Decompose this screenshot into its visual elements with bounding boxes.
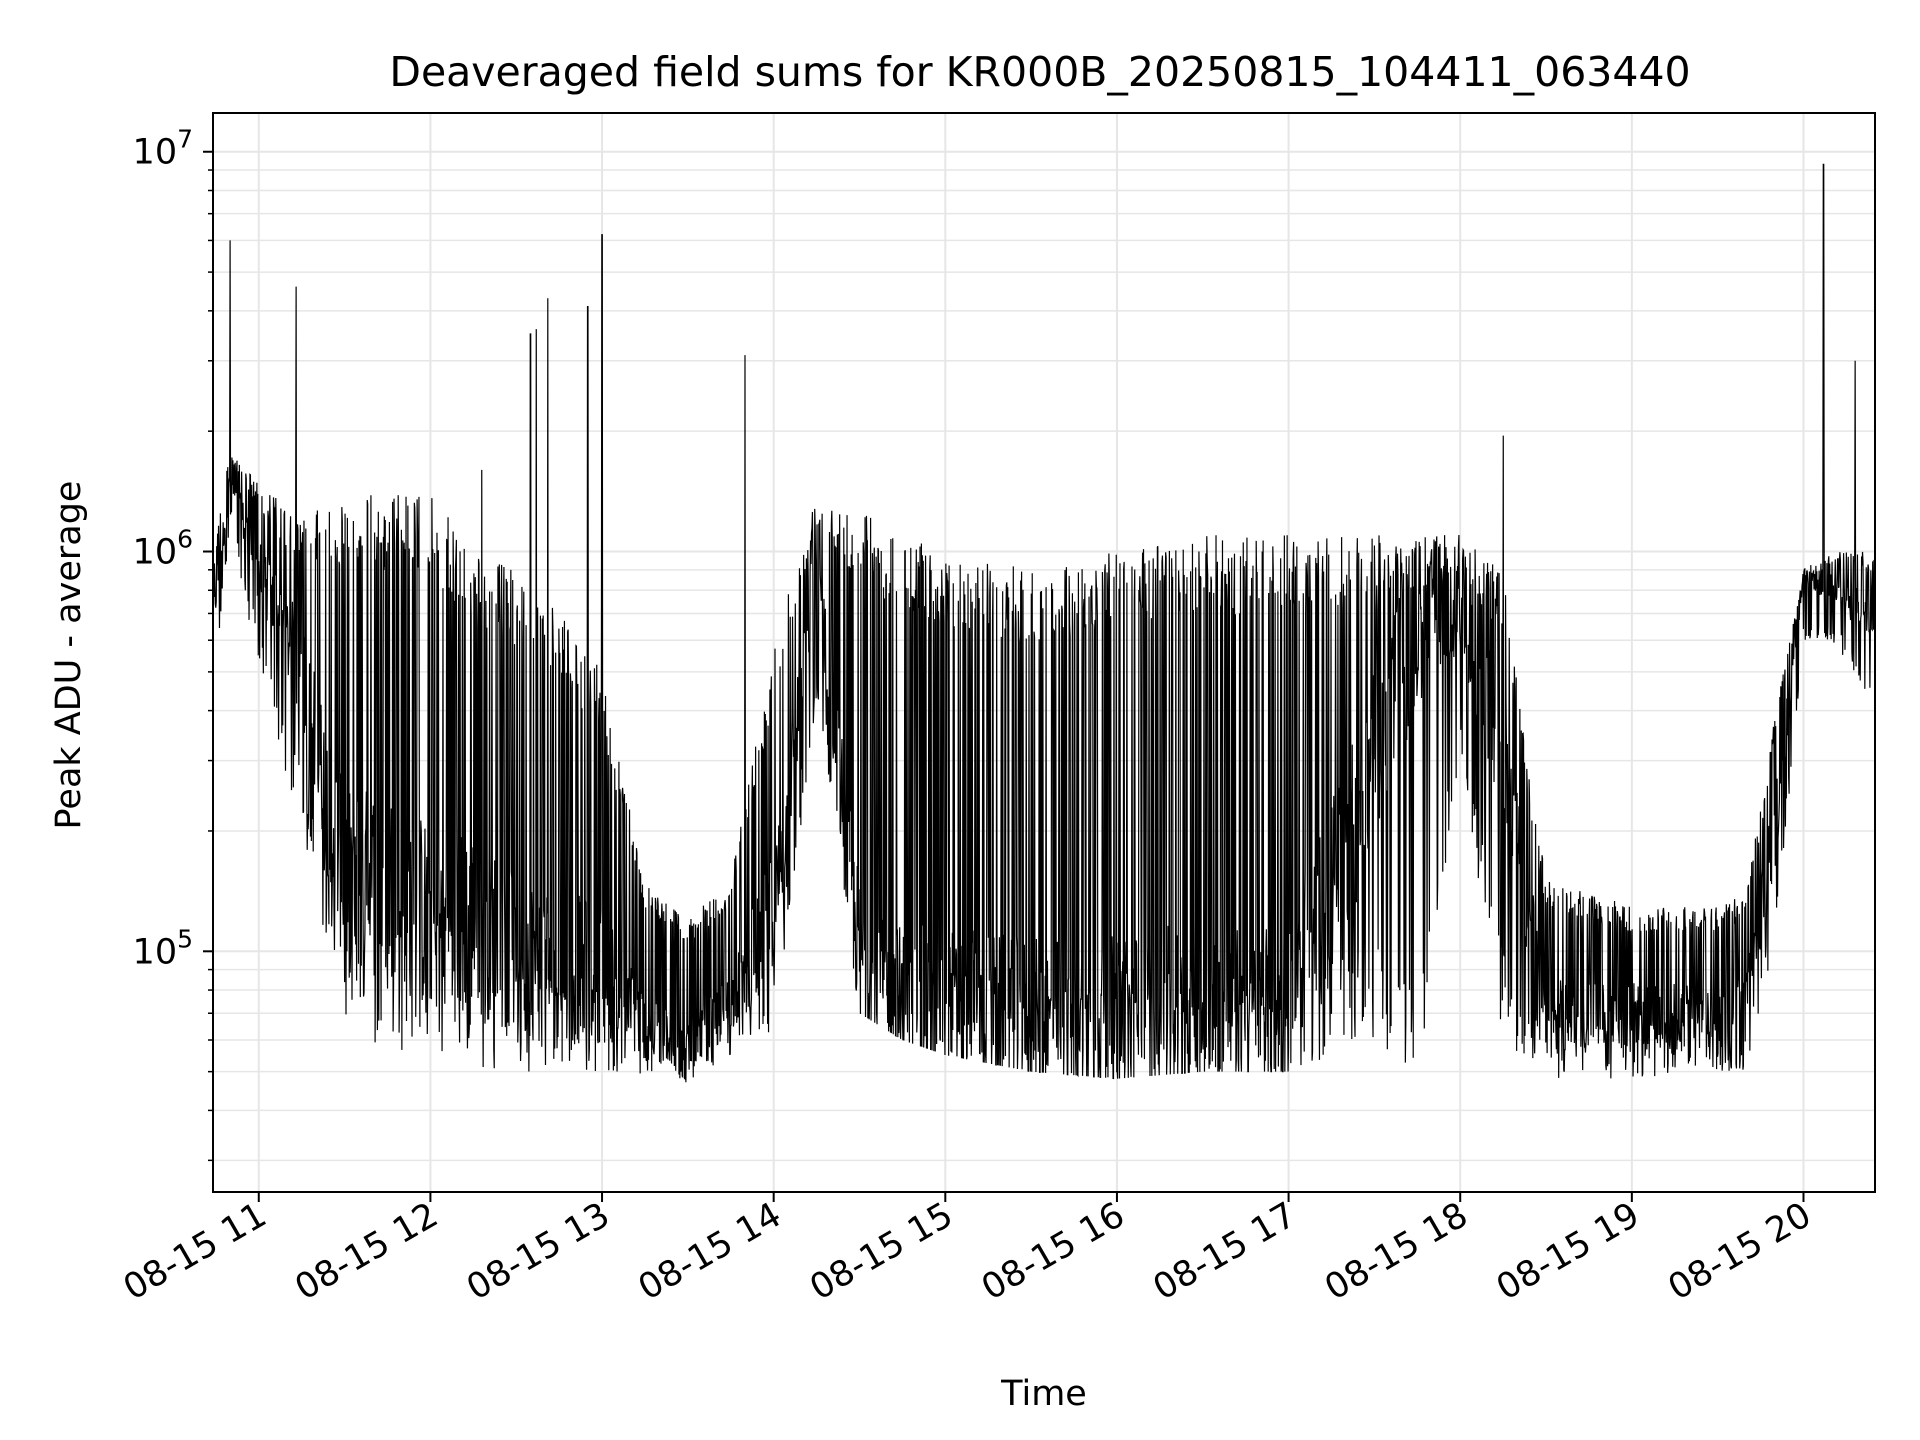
y-tick-label: 106 [133,525,193,573]
x-axis: 08-15 11 08-15 12 08-15 13 08-15 14 08-15 15… [117,1192,1818,1308]
chart-title: Deaveraged field sums for KR000B_2025081… [389,48,1690,96]
x-tick-label: 08-15 13 [460,1195,616,1308]
series-line [213,163,1875,1083]
x-tick-label: 08-15 15 [804,1195,960,1308]
x-tick-label: 08-15 11 [117,1195,273,1308]
x-axis-label: Time [1000,1374,1087,1414]
y-axis-label: Peak ADU - average [49,481,89,830]
y-axis: 105 106 107 [133,125,213,1162]
x-tick-label: 08-15 17 [1147,1195,1303,1308]
x-tick-label: 08-15 18 [1318,1195,1474,1308]
y-tick-label: 107 [133,125,193,173]
x-tick-label: 08-15 14 [632,1195,788,1308]
y-tick-label: 105 [133,924,193,972]
x-tick-label: 08-15 19 [1490,1195,1646,1308]
x-tick-label: 08-15 16 [975,1195,1131,1308]
plot-frame [212,112,1876,1193]
x-tick-label: 08-15 20 [1662,1195,1818,1308]
x-tick-label: 08-15 12 [289,1195,445,1308]
